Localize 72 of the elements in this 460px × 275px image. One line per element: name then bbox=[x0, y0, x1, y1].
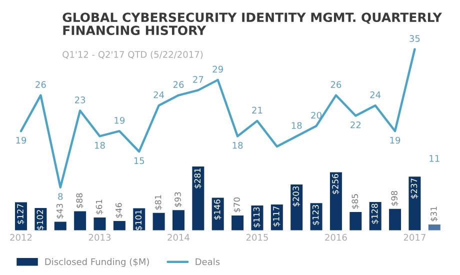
text: 11 bbox=[430, 155, 440, 162]
bar bbox=[151, 211, 166, 231]
data-label: $146 bbox=[214, 200, 222, 220]
data-label: 19 bbox=[114, 116, 125, 124]
data-label: 22 bbox=[350, 121, 360, 128]
bar bbox=[230, 214, 245, 231]
data-label: $102 bbox=[36, 210, 44, 230]
bar bbox=[270, 203, 284, 231]
bar bbox=[289, 183, 304, 231]
data-label: 29 bbox=[212, 66, 223, 73]
data-label: 26 bbox=[36, 81, 46, 88]
x-tick-label: 2017 bbox=[404, 234, 426, 241]
bar bbox=[348, 210, 364, 231]
data-label: 24 bbox=[154, 91, 164, 98]
data-label: $85 bbox=[352, 194, 360, 209]
chart-subtitle: Q1'12 - Q2'17 QTD (5/22/2017) bbox=[62, 50, 203, 59]
bar bbox=[427, 223, 442, 231]
data-label: 19 bbox=[390, 136, 400, 144]
x-tick-label: 2014 bbox=[168, 234, 190, 241]
data-label: 18 bbox=[94, 142, 105, 149]
data-label: $70 bbox=[234, 197, 242, 212]
data-label: 24 bbox=[370, 91, 381, 98]
data-label: $61 bbox=[96, 200, 104, 214]
data-label: $101 bbox=[135, 210, 143, 230]
legend-label: Disclosed Funding ($M) bbox=[45, 258, 149, 267]
data-label: $46 bbox=[115, 203, 123, 218]
data-label: 15 bbox=[134, 157, 144, 164]
data-label: $237 bbox=[410, 178, 418, 198]
bar bbox=[52, 220, 68, 231]
bar bbox=[190, 165, 206, 231]
bar bbox=[92, 216, 108, 231]
data-label: $93 bbox=[174, 192, 182, 207]
data-label: 18 bbox=[292, 122, 302, 129]
data-label: $281 bbox=[194, 168, 202, 188]
x-tick-label: 2016 bbox=[325, 234, 347, 241]
data-label: $31 bbox=[430, 206, 438, 222]
data-label: $127 bbox=[16, 204, 25, 224]
data-label: 27 bbox=[193, 76, 204, 83]
legend-label: Deals bbox=[196, 258, 220, 266]
bar bbox=[388, 208, 402, 231]
data-label: $98 bbox=[390, 190, 399, 206]
data-label: $123 bbox=[312, 205, 320, 225]
x-tick-label: 2015 bbox=[246, 234, 268, 241]
bar bbox=[14, 200, 28, 231]
bar bbox=[308, 202, 324, 231]
data-label: $128 bbox=[371, 204, 379, 224]
data-label: $113 bbox=[253, 207, 261, 228]
chart-title: GLOBAL CYBERSECURITY IDENTITY MGMT. QUARTERLY FINANCING HISTORY bbox=[62, 12, 442, 36]
data-label: $43 bbox=[56, 204, 64, 218]
bar bbox=[407, 175, 422, 231]
data-label: 20 bbox=[311, 112, 322, 119]
data-label: $203 bbox=[292, 186, 300, 206]
x-tick-label: 2012 bbox=[10, 234, 32, 241]
bar bbox=[368, 200, 383, 231]
bar bbox=[112, 220, 127, 231]
data-label: 23 bbox=[74, 96, 86, 104]
bar bbox=[171, 208, 186, 231]
bar bbox=[72, 210, 88, 231]
data-label: 21 bbox=[252, 106, 262, 114]
data-label: $88 bbox=[76, 193, 84, 208]
bar bbox=[328, 170, 344, 231]
bar bbox=[210, 196, 226, 231]
data-label: $256 bbox=[332, 174, 340, 194]
x-tick-label: 2013 bbox=[88, 234, 111, 241]
data-label: 19 bbox=[16, 136, 26, 144]
data-label: 26 bbox=[330, 81, 342, 88]
data-label: 18 bbox=[232, 142, 243, 149]
data-label: 8 bbox=[58, 193, 63, 200]
data-label: 26 bbox=[173, 81, 184, 88]
data-label: $81 bbox=[154, 195, 162, 210]
data-label: $117 bbox=[272, 206, 280, 226]
data-label: 35 bbox=[410, 35, 420, 42]
